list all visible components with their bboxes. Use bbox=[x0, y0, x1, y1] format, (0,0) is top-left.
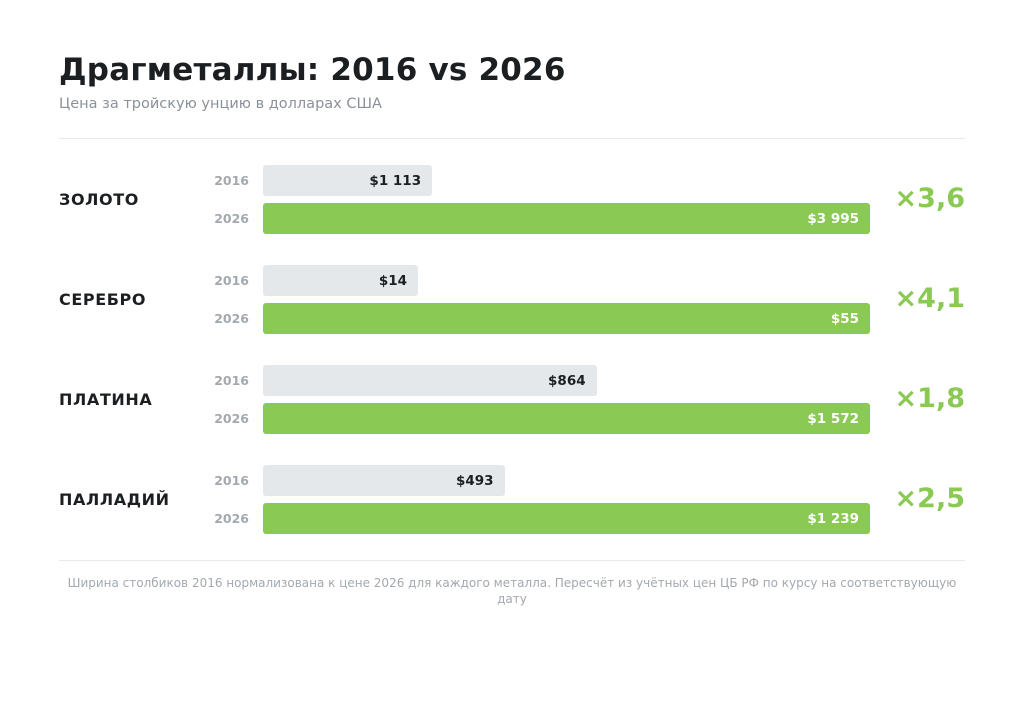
footnote: Ширина столбиков 2016 нормализована к це… bbox=[67, 576, 957, 606]
metal-name: СЕРЕБРО bbox=[59, 290, 147, 309]
year-label-2026: 2026 bbox=[214, 511, 249, 526]
year-label-2016: 2016 bbox=[214, 273, 249, 288]
growth-ratio: ×2,5 bbox=[894, 483, 965, 514]
growth-ratio: ×1,8 bbox=[894, 383, 965, 414]
bar-value-label-2026: $1 239 bbox=[807, 510, 859, 527]
year-label-2016: 2016 bbox=[214, 173, 249, 188]
bar-value-label-2026: $1 572 bbox=[807, 410, 859, 427]
bar-2016: $1 113 bbox=[263, 165, 433, 196]
bar-2026: $1 572 bbox=[263, 403, 870, 434]
bar-value-label-2016: $1 113 bbox=[369, 172, 422, 189]
metal-name: ПАЛЛАДИЙ bbox=[59, 490, 170, 509]
chart-subtitle: Цена за тройскую унцию в долларах США bbox=[59, 96, 382, 112]
bar-2016: $14 bbox=[263, 265, 418, 296]
bar-2016: $493 bbox=[263, 465, 505, 496]
metal-name: ПЛАТИНА bbox=[59, 390, 153, 409]
bar-2016: $864 bbox=[263, 365, 597, 396]
year-label-2026: 2026 bbox=[214, 211, 249, 226]
bar-value-label-2026: $3 995 bbox=[807, 210, 859, 227]
bar-value-label-2016: $14 bbox=[378, 272, 407, 289]
year-label-2016: 2016 bbox=[214, 473, 249, 488]
growth-ratio: ×3,6 bbox=[894, 183, 965, 214]
metal-name: ЗОЛОТО bbox=[59, 190, 139, 209]
top-divider bbox=[59, 138, 965, 139]
year-label-2026: 2026 bbox=[214, 411, 249, 426]
chart-title: Драгметаллы: 2016 vs 2026 bbox=[59, 52, 566, 88]
bar-value-label-2026: $55 bbox=[830, 310, 859, 327]
bar-2026: $55 bbox=[263, 303, 870, 334]
bottom-divider bbox=[59, 560, 965, 561]
growth-ratio: ×4,1 bbox=[894, 283, 965, 314]
year-label-2016: 2016 bbox=[214, 373, 249, 388]
bar-2026: $3 995 bbox=[263, 203, 870, 234]
year-label-2026: 2026 bbox=[214, 311, 249, 326]
bar-2026: $1 239 bbox=[263, 503, 870, 534]
bar-value-label-2016: $864 bbox=[548, 372, 586, 389]
bar-value-label-2016: $493 bbox=[455, 472, 494, 489]
